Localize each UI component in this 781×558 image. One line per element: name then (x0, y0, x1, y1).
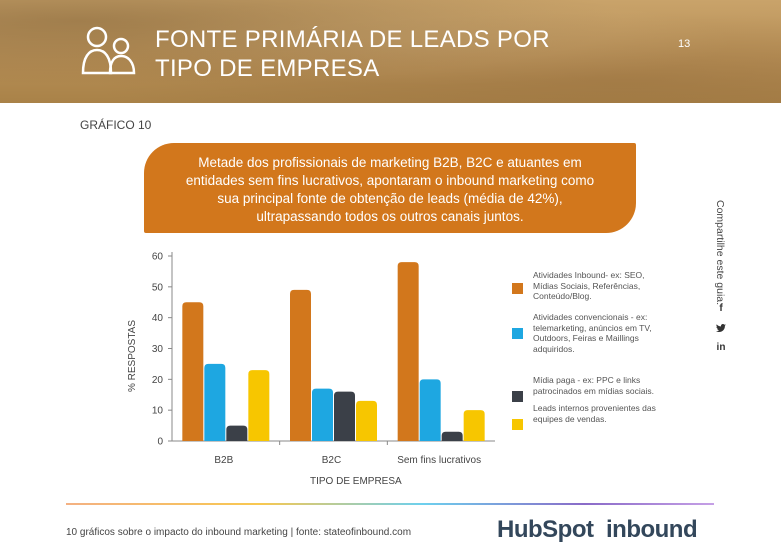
y-tick-label: 30 (152, 344, 164, 355)
y-tick-label: 50 (152, 282, 164, 293)
x-tick-label: B2B (214, 455, 233, 466)
legend-label: Atividades Inbound- ex: SEO, Mídias Soci… (533, 270, 645, 301)
y-tick-label: 0 (157, 437, 163, 448)
title-line-2: TIPO DE EMPRESA (155, 55, 380, 82)
legend-label: Mídia paga - ex: PPC e links patrocinado… (533, 375, 654, 396)
banner-background (0, 0, 781, 103)
share-sidebar: Compartilhe este guia: f in (714, 200, 728, 360)
legend-swatch (512, 391, 523, 402)
callout-text: Metade dos profissionais de marketing B2… (185, 155, 595, 224)
footer-divider (66, 503, 714, 505)
x-tick-label: B2C (322, 455, 341, 466)
legend-label: Atividades convencionais - ex: telemarke… (533, 312, 652, 354)
chart-grid (171, 252, 495, 442)
linkedin-icon[interactable]: in (716, 342, 726, 353)
legend-swatch (512, 283, 523, 294)
bar-2-3 (463, 410, 485, 441)
y-axis-label: % RESPOSTAS (127, 320, 138, 392)
chart-label: GRÁFICO 10 (80, 118, 152, 132)
share-label: Compartilhe este guia: (714, 200, 726, 306)
people-icon (81, 26, 136, 75)
y-tick-label: 40 (152, 313, 164, 324)
bar-0-0 (182, 302, 204, 441)
title-line-1: FONTE PRIMÁRIA DE LEADS POR (155, 26, 550, 53)
x-axis-label: TIPO DE EMPRESA (310, 476, 402, 487)
chart-ticks: 0 10 20 30 40 50 60 B2B B2C Sem fins lucrativos (152, 252, 481, 467)
callout-box: Metade dos profissionais de marketing B2… (144, 143, 636, 233)
chart-bars (182, 262, 485, 441)
legend-swatch (512, 328, 523, 339)
bar-2-2 (441, 431, 463, 441)
legend-label: Leads internos provenientes das equipes … (533, 403, 656, 424)
bar-0-3 (248, 370, 270, 441)
twitter-icon[interactable] (715, 324, 727, 336)
bar-2-1 (419, 379, 441, 441)
hubspot-logo: HubSpot (497, 516, 594, 543)
bar-1-0 (290, 289, 311, 441)
footer-source: 10 gráficos sobre o impacto do inbound m… (66, 527, 412, 538)
facebook-icon[interactable]: f (719, 303, 723, 314)
inbound-logo: inbound (606, 516, 698, 543)
y-tick-label: 10 (152, 406, 164, 417)
legend-swatch (512, 419, 523, 430)
y-tick-label: 20 (152, 375, 164, 386)
bar-1-2 (334, 391, 355, 441)
page-number: 13 (678, 38, 691, 50)
bar-1-3 (356, 400, 377, 441)
bar-0-2 (226, 425, 248, 441)
bar-2-0 (397, 262, 419, 441)
bar-1-1 (312, 388, 333, 441)
header-banner: FONTE PRIMÁRIA DE LEADS POR TIPO DE EMPR… (0, 0, 781, 103)
page-title: FONTE PRIMÁRIA DE LEADS POR TIPO DE EMPR… (155, 25, 550, 83)
bar-0-1 (204, 363, 226, 441)
x-tick-label: Sem fins lucrativos (397, 455, 481, 466)
y-tick-label: 60 (152, 252, 164, 263)
